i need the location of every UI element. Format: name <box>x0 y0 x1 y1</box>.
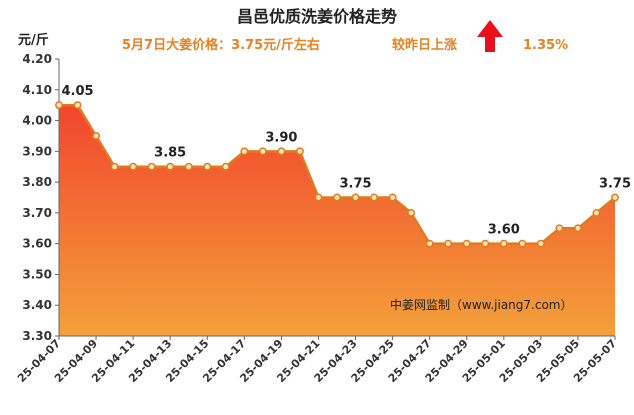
data-point <box>407 208 416 217</box>
data-point <box>333 193 341 202</box>
data-label: 3.75 <box>339 177 371 192</box>
data-label: 3.60 <box>488 223 520 238</box>
y-tick-label: 3.90 <box>22 144 52 158</box>
data-point <box>444 239 453 248</box>
y-tick-label: 3.40 <box>22 298 52 312</box>
data-point <box>203 162 212 171</box>
y-tick-label: 3.60 <box>22 237 52 251</box>
data-point <box>92 131 101 140</box>
data-point <box>388 193 397 202</box>
up-arrow-icon <box>477 20 503 52</box>
plot-area: 3.30 3.40 3.50 3.60 3.70 3.80 3.90 4.00 4.10 4.20… <box>15 52 631 385</box>
data-point <box>555 224 564 233</box>
data-label: 3.90 <box>265 130 297 145</box>
data-point <box>295 147 304 156</box>
data-point <box>240 147 249 156</box>
y-tick-label: 3.70 <box>22 206 52 220</box>
y-tick-label: 4.20 <box>22 52 52 66</box>
data-label: 3.85 <box>154 146 186 161</box>
data-point <box>573 224 582 233</box>
data-point <box>611 193 619 202</box>
y-tick-label: 3.30 <box>22 329 52 343</box>
y-tick-label: 4.10 <box>22 83 52 97</box>
data-point <box>277 147 286 156</box>
data-point <box>425 239 434 248</box>
data-point <box>55 101 63 110</box>
data-point <box>258 147 267 156</box>
data-label: 3.75 <box>599 177 631 192</box>
data-point <box>462 239 471 248</box>
data-point <box>110 162 119 171</box>
chart-title: 昌邑优质洗姜价格走势 <box>237 7 397 26</box>
data-point <box>592 208 601 217</box>
watermark: 中姜网监制（www.jiang7.com） <box>390 297 572 312</box>
y-tick-label: 3.50 <box>22 267 52 281</box>
data-point <box>536 239 545 248</box>
data-point <box>351 193 360 202</box>
price-area <box>59 105 615 336</box>
data-point <box>129 162 138 171</box>
y-tick-label: 4.00 <box>22 114 52 128</box>
data-point <box>73 101 82 110</box>
data-point <box>147 162 156 171</box>
change-value: 1.35% <box>523 38 568 53</box>
data-point <box>166 162 175 171</box>
chart-subtitle: 5月7日大姜价格：3.75元/斤左右 <box>122 37 320 53</box>
data-point <box>221 162 230 171</box>
data-point <box>184 162 193 171</box>
data-point <box>481 239 490 248</box>
y-tick-label: 3.80 <box>22 175 52 189</box>
change-label: 较昨日上涨 <box>392 37 457 53</box>
data-point <box>499 239 508 248</box>
data-label: 4.05 <box>61 84 93 99</box>
data-point <box>370 193 379 202</box>
data-point <box>314 193 323 202</box>
y-unit-label: 元/斤 <box>18 32 49 48</box>
data-point <box>518 239 527 248</box>
